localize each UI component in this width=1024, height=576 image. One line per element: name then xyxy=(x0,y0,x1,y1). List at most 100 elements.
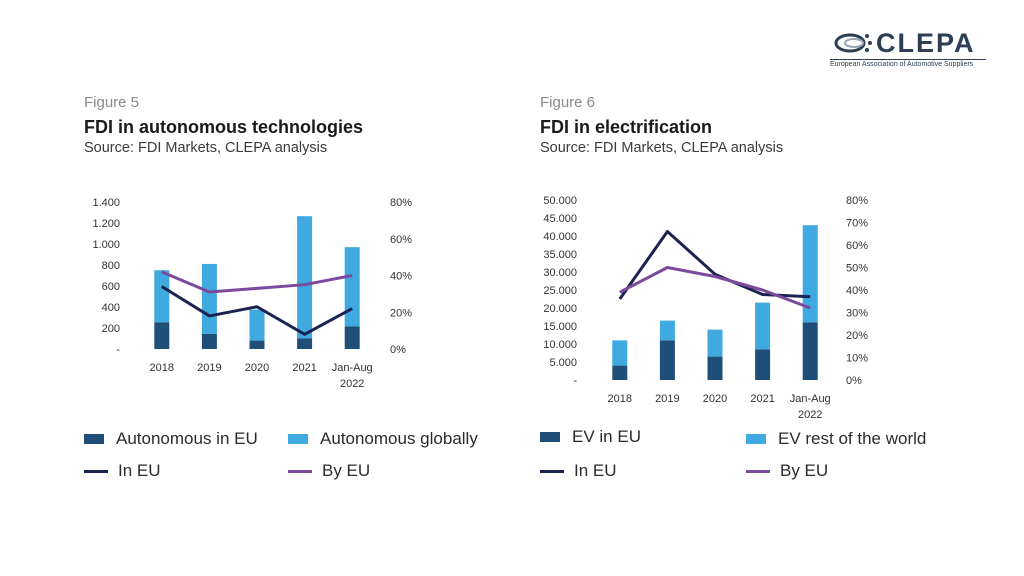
legend-label: By EU xyxy=(780,461,829,480)
bar-autonomous-globally xyxy=(154,270,170,323)
y2-tick-label: 20% xyxy=(390,307,412,319)
bar-autonomous-in-eu xyxy=(344,326,360,349)
y-tick-label: 1.400 xyxy=(92,197,120,209)
y-tick-label: 35.000 xyxy=(543,249,577,261)
clepa-swoosh-icon xyxy=(834,33,872,53)
y-tick-label: 200 xyxy=(102,323,120,335)
y-tick-label: 5.000 xyxy=(549,357,577,369)
legend-item: By EU xyxy=(288,461,370,481)
y-tick-label: 10.000 xyxy=(543,339,577,351)
bar-ev-in-eu xyxy=(612,365,628,380)
figure-title: FDI in autonomous technologies xyxy=(84,117,363,137)
y-tick-label: 600 xyxy=(102,281,120,293)
clepa-logo: CLEPA European Association of Automotive… xyxy=(830,28,990,72)
y-tick-label: - xyxy=(116,344,120,356)
y-tick-label: 50.000 xyxy=(543,195,577,207)
x-tick-label: 2020 xyxy=(245,362,269,374)
legend-label: By EU xyxy=(322,461,371,480)
bar-ev-rest-of-the-world xyxy=(707,329,723,357)
figure-title: FDI in electrification xyxy=(540,117,713,137)
figure-label: Figure 6 xyxy=(540,94,596,111)
figure-6-header: Figure 6 FDI in electrification Source: … xyxy=(540,94,783,156)
x-tick-label: 2019 xyxy=(655,393,679,405)
x-tick-label: Jan-Aug 2022 xyxy=(332,362,373,390)
legend-swatch-box xyxy=(84,434,104,444)
line-in-eu xyxy=(161,285,353,336)
y-tick-label: 20.000 xyxy=(543,303,577,315)
y-tick-label: 25.000 xyxy=(543,285,577,297)
logo-subtitle: European Association of Automotive Suppl… xyxy=(830,61,974,68)
x-tick-label: 2020 xyxy=(703,393,727,405)
logo-divider xyxy=(830,59,986,60)
legend-label: EV in EU xyxy=(572,427,641,446)
bar-autonomous-globally xyxy=(249,309,265,341)
legend-label: Autonomous in EU xyxy=(116,429,258,448)
x-tick-label: 2021 xyxy=(292,362,316,374)
x-tick-label: 2019 xyxy=(197,362,221,374)
legend-swatch-line xyxy=(84,469,108,473)
legend-item: In EU xyxy=(540,461,617,481)
y2-tick-label: 50% xyxy=(846,263,868,275)
legend-item: By EU xyxy=(746,461,828,481)
line-in-eu xyxy=(618,230,811,300)
figure-source: Source: FDI Markets, CLEPA analysis xyxy=(84,140,328,156)
legend-swatch-box xyxy=(540,432,560,442)
y-tick-label: 1.000 xyxy=(92,239,120,251)
x-tick-label: 2018 xyxy=(150,362,174,374)
bar-autonomous-in-eu xyxy=(297,338,313,349)
bar-autonomous-globally xyxy=(344,247,360,327)
x-tick-label-line: 2022 xyxy=(798,409,822,421)
figure-5-header: Figure 5 FDI in autonomous technologies … xyxy=(84,94,363,156)
bar-ev-rest-of-the-world xyxy=(659,320,675,341)
line-by-eu xyxy=(619,266,811,310)
bar-autonomous-in-eu xyxy=(249,340,265,349)
y2-tick-label: 70% xyxy=(846,218,868,230)
legend-swatch-box xyxy=(288,434,308,444)
logo-wordmark: CLEPA xyxy=(876,28,976,58)
x-tick-label-line: Jan-Aug xyxy=(332,362,373,374)
bar-ev-in-eu xyxy=(659,340,675,380)
legend-item: Autonomous in EU xyxy=(84,429,258,449)
x-tick-label-line: 2022 xyxy=(340,378,364,390)
y2-tick-label: 0% xyxy=(846,375,862,387)
figure-source: Source: FDI Markets, CLEPA analysis xyxy=(540,140,784,156)
x-tick-label: 2021 xyxy=(750,393,774,405)
y-tick-label: 40.000 xyxy=(543,231,577,243)
y2-tick-label: 20% xyxy=(846,330,868,342)
y-tick-label: 15.000 xyxy=(543,321,577,333)
line-by-eu xyxy=(161,270,353,294)
legend-label: In EU xyxy=(118,461,161,480)
legend-swatch-line xyxy=(540,469,564,473)
y2-tick-label: 80% xyxy=(846,195,868,207)
bar-ev-in-eu xyxy=(755,349,771,380)
bar-autonomous-in-eu xyxy=(201,333,217,349)
bar-autonomous-in-eu xyxy=(154,322,170,349)
x-tick-label: Jan-Aug 2022 xyxy=(790,393,831,421)
legend-label: Autonomous globally xyxy=(320,429,478,448)
x-tick-label-line: Jan-Aug xyxy=(790,393,831,405)
y-tick-label: 800 xyxy=(102,260,120,272)
y2-tick-label: 60% xyxy=(390,234,412,246)
y2-tick-label: 0% xyxy=(390,344,406,356)
legend-item: Autonomous globally xyxy=(288,429,478,449)
y-tick-label: 30.000 xyxy=(543,267,577,279)
bar-autonomous-globally xyxy=(297,216,313,339)
bar-ev-in-eu xyxy=(707,356,723,380)
y2-tick-label: 40% xyxy=(390,271,412,283)
legend-swatch-box xyxy=(746,434,766,444)
y2-tick-label: 30% xyxy=(846,308,868,320)
y-tick-label: - xyxy=(573,375,577,387)
x-tick-label: 2018 xyxy=(608,393,632,405)
legend-swatch-line xyxy=(288,469,312,473)
y-tick-label: 1.200 xyxy=(92,218,120,230)
legend-swatch-line xyxy=(746,469,770,473)
legend-label: EV rest of the world xyxy=(778,429,927,448)
y-tick-label: 45.000 xyxy=(543,213,577,225)
bar-ev-rest-of-the-world xyxy=(802,225,818,323)
figure-label: Figure 5 xyxy=(84,94,140,111)
bar-ev-rest-of-the-world xyxy=(612,340,628,366)
legend-label: In EU xyxy=(574,461,617,480)
y2-tick-label: 40% xyxy=(846,285,868,297)
